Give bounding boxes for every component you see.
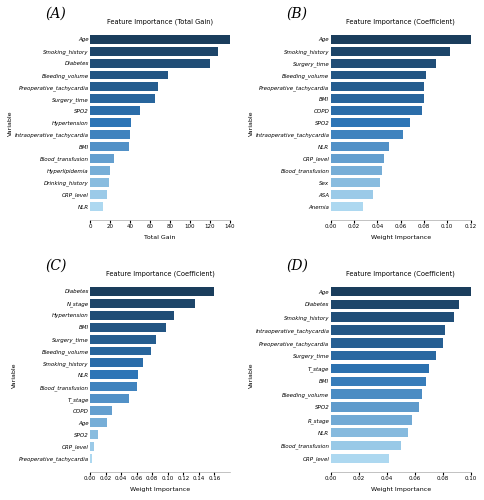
X-axis label: Total Gain: Total Gain [144, 234, 175, 240]
Bar [330, 300, 458, 309]
Bar [90, 454, 92, 463]
Bar [90, 58, 210, 68]
Bar [330, 142, 388, 151]
Title: Feature Importance (Coefficient): Feature Importance (Coefficient) [106, 270, 214, 276]
Bar [90, 34, 229, 43]
Text: (C): (C) [45, 258, 67, 272]
Text: (B): (B) [286, 6, 306, 20]
Y-axis label: Variable: Variable [248, 110, 254, 136]
Bar [330, 351, 435, 360]
Bar [90, 334, 156, 344]
Bar [330, 338, 442, 347]
Bar [330, 440, 400, 450]
Bar [90, 70, 167, 80]
Bar [90, 46, 217, 56]
Title: Feature Importance (Coefficient): Feature Importance (Coefficient) [346, 18, 454, 25]
Bar [90, 118, 131, 128]
Bar [90, 166, 110, 175]
Bar [90, 142, 129, 151]
Bar [330, 130, 402, 140]
Bar [90, 202, 103, 211]
Bar [330, 325, 444, 335]
Bar [90, 370, 138, 380]
Bar [90, 286, 214, 296]
Bar [90, 346, 151, 356]
Text: (D): (D) [286, 258, 307, 272]
Bar [330, 94, 423, 104]
Bar [330, 46, 449, 56]
Bar [330, 58, 435, 68]
Bar [90, 82, 158, 92]
Bar [90, 358, 143, 368]
Bar [330, 70, 425, 80]
Bar [330, 34, 472, 43]
Bar [90, 154, 114, 163]
X-axis label: Weight Importance: Weight Importance [130, 486, 190, 492]
Y-axis label: Variable: Variable [248, 362, 254, 388]
Bar [90, 430, 98, 439]
X-axis label: Weight Importance: Weight Importance [370, 486, 430, 492]
Bar [90, 310, 174, 320]
Bar [330, 202, 363, 211]
Bar [90, 442, 94, 451]
Bar [330, 106, 421, 116]
Y-axis label: Variable: Variable [12, 362, 17, 388]
Title: Feature Importance (Coefficient): Feature Importance (Coefficient) [346, 270, 454, 276]
Bar [330, 364, 428, 374]
Bar [330, 154, 383, 163]
Bar [330, 428, 407, 438]
Bar [330, 166, 381, 175]
Bar [90, 394, 129, 404]
Bar [330, 390, 421, 399]
Bar [90, 322, 166, 332]
Bar [330, 190, 372, 199]
Bar [90, 130, 130, 140]
Text: (A): (A) [45, 6, 66, 20]
Bar [330, 118, 409, 128]
Bar [330, 286, 469, 296]
Bar [330, 376, 425, 386]
Bar [90, 106, 140, 116]
Bar [330, 402, 418, 412]
Bar [330, 312, 453, 322]
Title: Feature Importance (Total Gain): Feature Importance (Total Gain) [106, 18, 212, 25]
Bar [330, 454, 389, 463]
Bar [90, 190, 107, 199]
Bar [330, 178, 379, 187]
Bar [90, 382, 136, 392]
Bar [90, 406, 112, 416]
Bar [90, 418, 107, 427]
Y-axis label: Variable: Variable [8, 110, 13, 136]
X-axis label: Weight Importance: Weight Importance [370, 234, 430, 240]
Bar [330, 82, 423, 92]
Bar [90, 298, 195, 308]
Bar [90, 178, 109, 187]
Bar [90, 94, 155, 104]
Bar [330, 415, 411, 424]
